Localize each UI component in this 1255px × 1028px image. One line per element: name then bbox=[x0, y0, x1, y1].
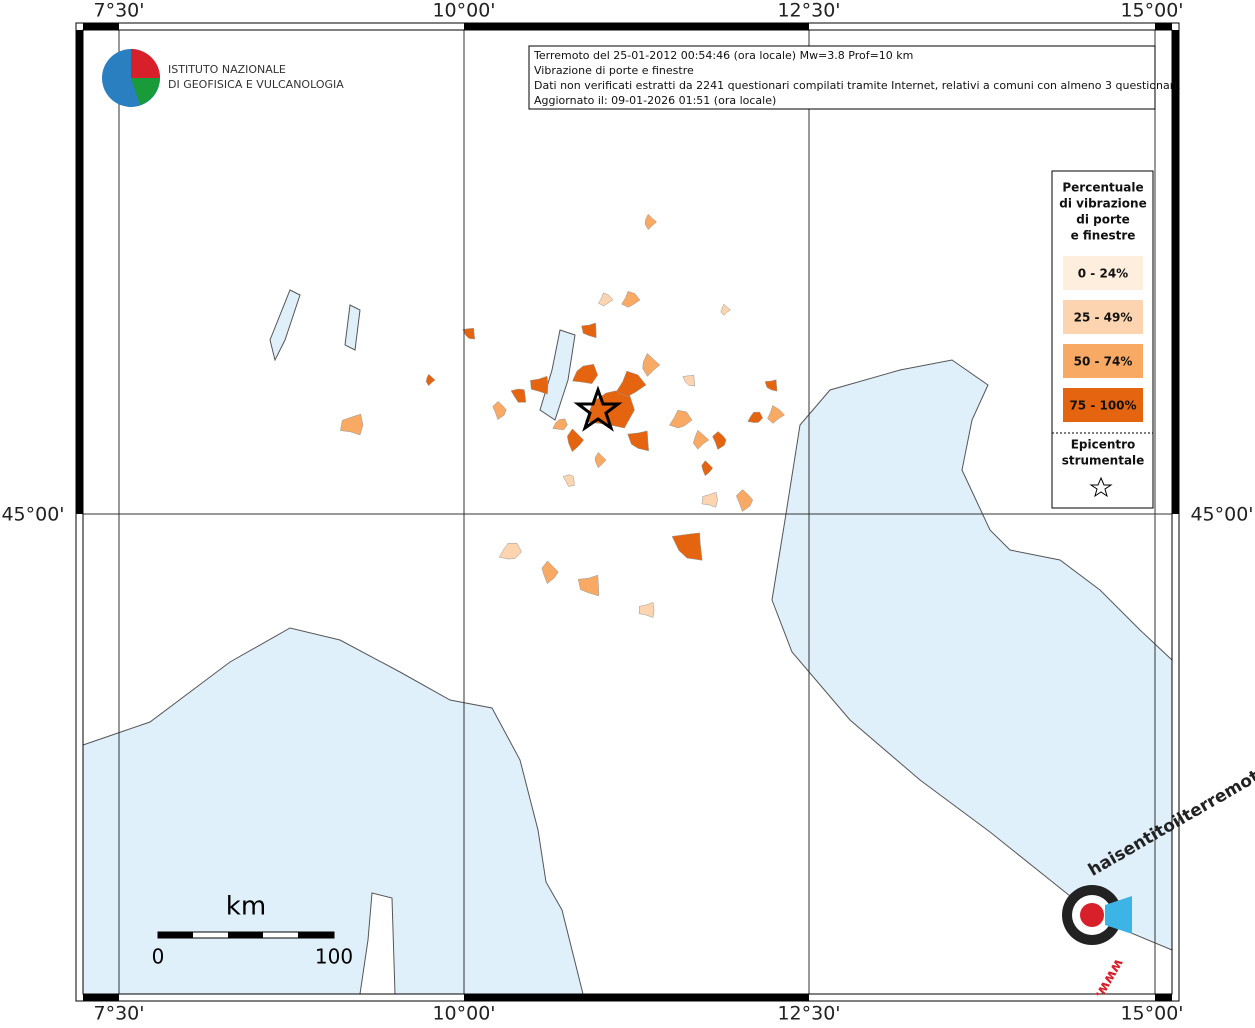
lon-label: 7°30' bbox=[94, 0, 145, 22]
municipality bbox=[712, 431, 727, 450]
info-line: Dati non verificati estratti da 2241 que… bbox=[534, 79, 1181, 92]
municipality bbox=[594, 451, 607, 469]
legend-epicenter: Epicentro bbox=[1071, 438, 1136, 452]
logo-text: ISTITUTO NAZIONALE bbox=[168, 63, 286, 76]
legend: Percentuale di vibrazione di porte e fin… bbox=[1051, 170, 1154, 509]
logo-globe bbox=[131, 49, 160, 78]
municipality bbox=[492, 401, 507, 420]
municipality bbox=[510, 388, 527, 403]
sea bbox=[771, 359, 1173, 951]
municipality bbox=[701, 460, 714, 477]
municipality bbox=[682, 374, 696, 387]
municipality bbox=[669, 409, 693, 429]
logo-globe bbox=[131, 78, 160, 105]
legend-title: di porte bbox=[1076, 213, 1130, 227]
municipality bbox=[767, 405, 785, 424]
municipality bbox=[572, 363, 598, 384]
lon-label: 7°30' bbox=[94, 1003, 145, 1025]
info-line: Aggiornato il: 09-01-2026 01:51 (ora loc… bbox=[534, 94, 776, 107]
scale-label: 100 bbox=[315, 945, 353, 969]
sea bbox=[82, 627, 584, 995]
lon-label: 10°00' bbox=[432, 1003, 495, 1025]
municipality bbox=[671, 532, 703, 561]
municipality bbox=[541, 560, 559, 585]
epicenter bbox=[573, 385, 623, 432]
municipality bbox=[530, 375, 549, 395]
logo-text: DI GEOFISICA E VULCANOLOGIA bbox=[168, 78, 344, 91]
scale-bar bbox=[157, 931, 335, 939]
municipality bbox=[627, 430, 649, 452]
info-line: Terremoto del 25-01-2012 00:54:46 (ora l… bbox=[533, 49, 913, 62]
municipality bbox=[621, 290, 641, 308]
legend-star bbox=[1089, 476, 1113, 498]
municipality bbox=[425, 373, 436, 387]
municipality bbox=[642, 352, 661, 377]
lake bbox=[344, 304, 361, 351]
legend-swatch bbox=[1063, 300, 1143, 334]
municipality bbox=[693, 429, 710, 450]
legend-swatch bbox=[1063, 256, 1143, 290]
legend-title: e finestre bbox=[1071, 229, 1136, 243]
municipality bbox=[720, 303, 731, 316]
scale-unit: km bbox=[226, 892, 266, 922]
municipality bbox=[736, 489, 753, 512]
municipality bbox=[598, 292, 614, 307]
scale-label: 0 bbox=[152, 945, 165, 969]
graticule bbox=[83, 30, 1172, 994]
municipality bbox=[747, 411, 764, 423]
municipality bbox=[552, 418, 568, 431]
lon-label: 15°00' bbox=[1120, 0, 1183, 22]
info-box bbox=[528, 45, 1156, 110]
municipality bbox=[701, 491, 718, 508]
legend-swatch bbox=[1063, 344, 1143, 378]
municipality bbox=[562, 474, 575, 487]
legend-label: 25 - 49% bbox=[1074, 311, 1133, 325]
frame bbox=[75, 22, 1180, 1002]
lat-label: 45°00' bbox=[1190, 504, 1253, 526]
municipality bbox=[616, 370, 647, 397]
legend-label: 0 - 24% bbox=[1078, 267, 1128, 281]
municipality bbox=[581, 322, 597, 339]
legend-epicenter: strumentale bbox=[1062, 454, 1145, 468]
municipality bbox=[577, 574, 599, 597]
lake bbox=[269, 289, 301, 362]
municipality bbox=[639, 602, 655, 618]
municipality bbox=[498, 542, 522, 560]
municipality bbox=[644, 213, 657, 231]
municipality bbox=[567, 428, 585, 453]
info-line: Vibrazione di porte e finestre bbox=[534, 64, 694, 77]
lon-label: 12°30' bbox=[777, 1003, 840, 1025]
legend-title: Percentuale bbox=[1062, 181, 1143, 195]
lat-label: 45°00' bbox=[1, 504, 64, 526]
lon-label: 10°00' bbox=[432, 0, 495, 22]
legend-label: 75 - 100% bbox=[1069, 399, 1136, 413]
lon-label: 12°30' bbox=[777, 0, 840, 22]
lake bbox=[539, 329, 576, 421]
legend-label: 50 - 74% bbox=[1074, 355, 1133, 369]
legend-swatch bbox=[1063, 388, 1143, 422]
municipality bbox=[340, 413, 364, 436]
legend-title: di vibrazione bbox=[1059, 197, 1146, 211]
lon-label: 15°00' bbox=[1120, 1003, 1183, 1025]
municipality bbox=[764, 379, 778, 392]
